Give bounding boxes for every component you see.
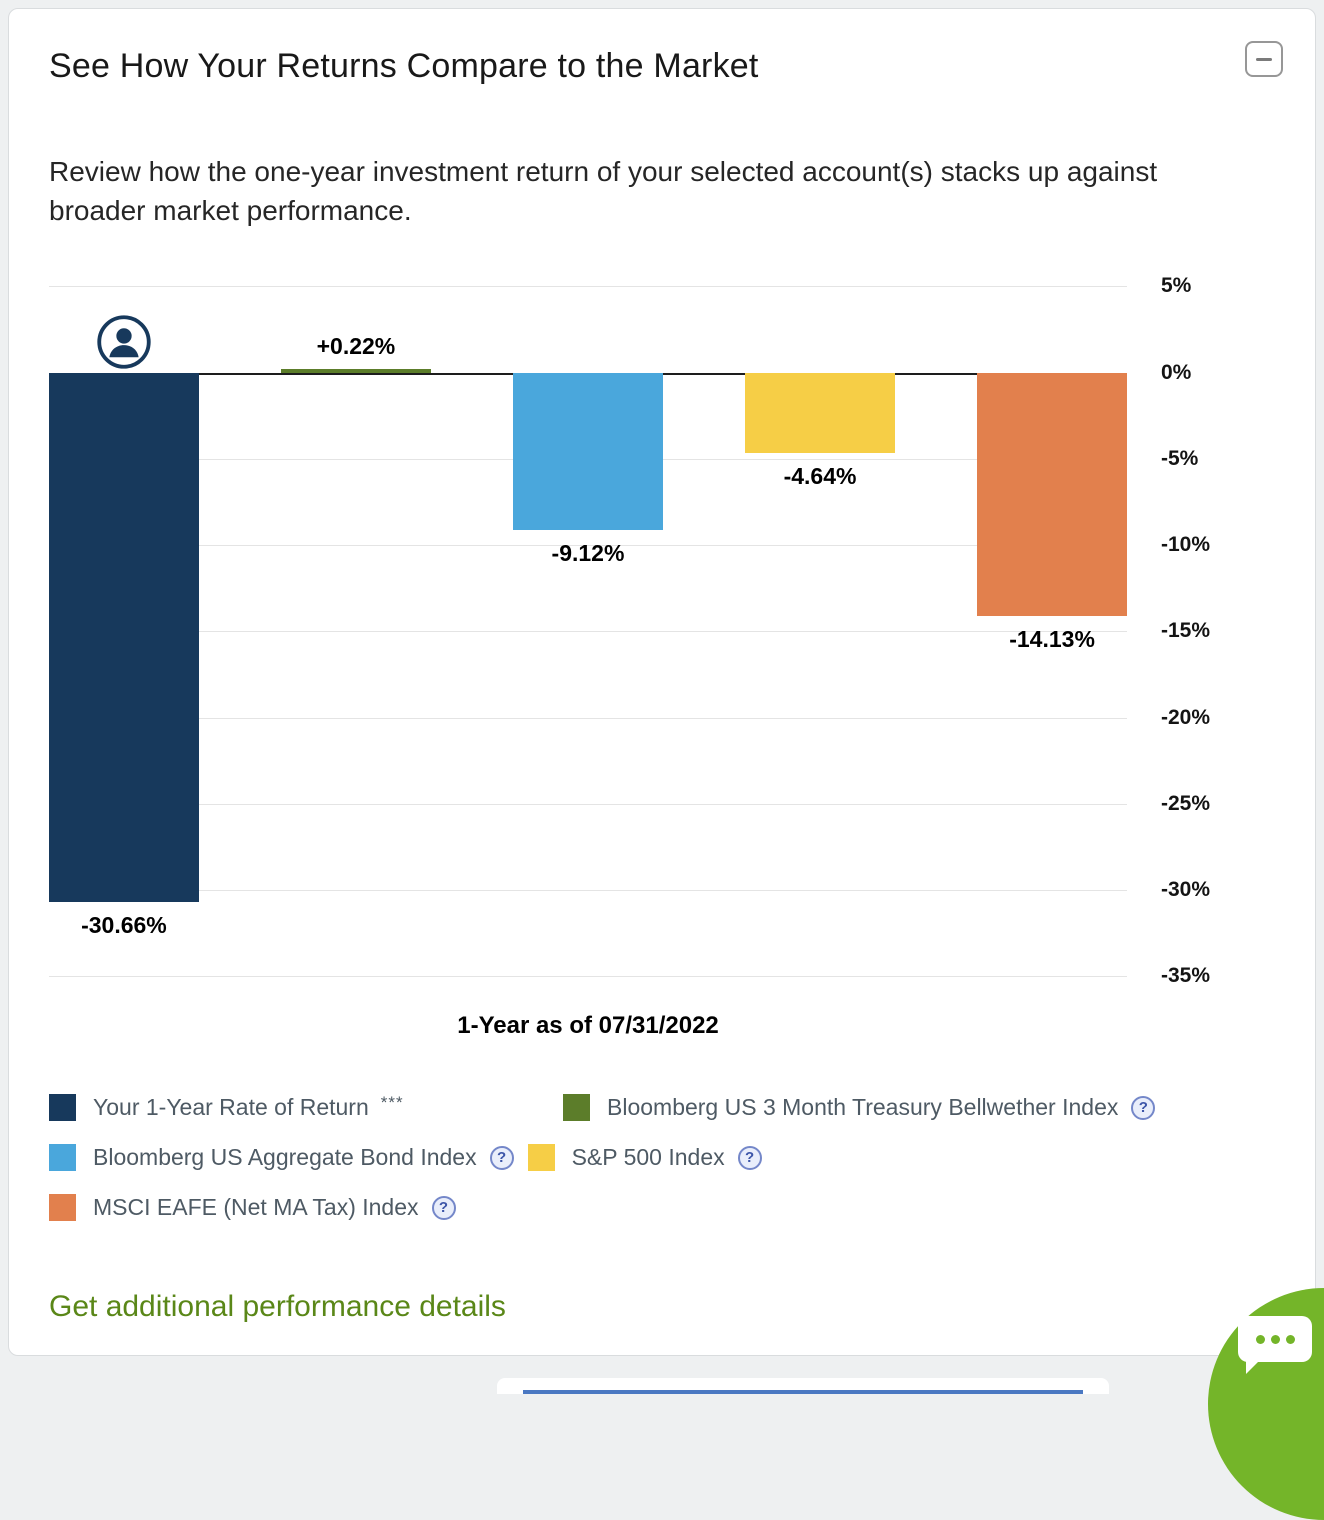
bar-value-label: -9.12% bbox=[551, 539, 625, 566]
legend-label: S&P 500 Index bbox=[571, 1144, 725, 1171]
legend-swatch bbox=[49, 1194, 76, 1222]
help-icon[interactable]: ? bbox=[431, 1195, 456, 1220]
next-section-edge bbox=[497, 1378, 1109, 1394]
panel-subtitle: Review how the one-year investment retur… bbox=[49, 156, 1158, 227]
legend-row: Your 1-Year Rate of Return *** Bloomberg U… bbox=[49, 1092, 1275, 1122]
legend-swatch bbox=[563, 1094, 590, 1122]
gridline bbox=[49, 631, 1127, 633]
legend: Your 1-Year Rate of Return *** Bloomberg U… bbox=[49, 1092, 1275, 1222]
chat-bubble-icon bbox=[1238, 1316, 1312, 1374]
y-tick-label: -35% bbox=[1161, 964, 1211, 988]
y-tick-label: -10% bbox=[1161, 533, 1211, 557]
chat-dot bbox=[1255, 1334, 1265, 1344]
panel-header: See How Your Returns Compare to the Mark… bbox=[49, 41, 1283, 86]
gridline bbox=[49, 717, 1127, 719]
plot-area: -30.66% +0.22% -9.12% -4.64% -14.13% bbox=[49, 286, 1127, 978]
legend-swatch bbox=[49, 1094, 76, 1122]
legend-label: Bloomberg US 3 Month Treasury Bellwether… bbox=[607, 1094, 1119, 1121]
y-tick-label: -30% bbox=[1161, 878, 1211, 902]
bar-s-p-500-index bbox=[745, 372, 895, 453]
bar-bloomberg-us-3-month-treasury-bellwether-index bbox=[281, 368, 431, 373]
gridline bbox=[49, 286, 1127, 288]
legend-label: Bloomberg US Aggregate Bond Index bbox=[93, 1144, 477, 1171]
bar-chart: -30.66% +0.22% -9.12% -4.64% -14.13% 5% 0% -5%… bbox=[49, 274, 1275, 987]
bar-bloomberg-us-aggregate-bond-index bbox=[513, 372, 663, 530]
legend-swatch bbox=[49, 1144, 76, 1172]
legend-item-s-p-500-index: S&P 500 Index? bbox=[527, 1144, 762, 1172]
next-section-accent bbox=[523, 1390, 1083, 1394]
footnote-asterisks: *** bbox=[380, 1092, 404, 1112]
performance-details-link[interactable]: Get additional performance details bbox=[49, 1290, 506, 1324]
bar-value-label: -4.64% bbox=[783, 462, 857, 489]
bar-msci-eafe-net-ma-tax-index bbox=[977, 372, 1127, 617]
y-axis-labels: 5% 0% -5% -10% -15% -20% -25% -30% -35% bbox=[1127, 274, 1275, 987]
y-tick-label: -20% bbox=[1161, 705, 1211, 729]
bar-value-label: +0.22% bbox=[316, 332, 396, 359]
legend-row: Bloomberg US Aggregate Bond Index? S&P 50… bbox=[49, 1144, 1275, 1172]
help-icon[interactable]: ? bbox=[1131, 1095, 1156, 1120]
y-tick-label: -5% bbox=[1161, 446, 1199, 470]
minus-icon bbox=[1256, 57, 1272, 61]
help-icon[interactable]: ? bbox=[489, 1145, 514, 1170]
legend-label: Your 1-Year Rate of Return bbox=[93, 1094, 369, 1121]
account-person-icon bbox=[97, 314, 151, 369]
y-tick-label: 5% bbox=[1161, 274, 1192, 298]
legend-row: MSCI EAFE (Net MA Tax) Index? bbox=[49, 1194, 1275, 1222]
chat-dot bbox=[1285, 1334, 1295, 1344]
y-tick-label: -25% bbox=[1161, 791, 1211, 815]
legend-item-msci-eafe-net-ma-tax-index: MSCI EAFE (Net MA Tax) Index? bbox=[49, 1194, 456, 1222]
gridline bbox=[49, 890, 1127, 892]
bar-your-1-year-rate-of-return bbox=[49, 372, 199, 902]
y-tick-label: 0% bbox=[1161, 360, 1192, 384]
gridline bbox=[49, 976, 1127, 978]
x-axis-title: 1-Year as of 07/31/2022 bbox=[457, 1012, 719, 1040]
help-icon[interactable]: ? bbox=[737, 1145, 762, 1170]
page-title: See How Your Returns Compare to the Mark… bbox=[49, 47, 759, 85]
y-tick-label: -15% bbox=[1161, 619, 1211, 643]
legend-item-your-1-year-rate-of-return: Your 1-Year Rate of Return *** bbox=[49, 1092, 549, 1122]
bar-value-label: -30.66% bbox=[81, 911, 167, 938]
legend-item-bloomberg-us-aggregate-bond-index: Bloomberg US Aggregate Bond Index? bbox=[49, 1144, 514, 1172]
collapse-panel-button[interactable] bbox=[1245, 41, 1283, 77]
legend-item-bloomberg-us-3-month-treasury-bellwether-index: Bloomberg US 3 Month Treasury Bellwether… bbox=[563, 1094, 1156, 1122]
gridline bbox=[49, 803, 1127, 805]
bar-value-label: -14.13% bbox=[1009, 626, 1095, 653]
gridline bbox=[49, 545, 1127, 547]
legend-label: MSCI EAFE (Net MA Tax) Index bbox=[93, 1194, 419, 1221]
x-axis-title-wrap: 1-Year as of 07/31/2022 bbox=[49, 1012, 1127, 1040]
chat-dot bbox=[1270, 1334, 1280, 1344]
returns-compare-panel: See How Your Returns Compare to the Mark… bbox=[8, 8, 1316, 1356]
legend-swatch bbox=[527, 1144, 555, 1172]
